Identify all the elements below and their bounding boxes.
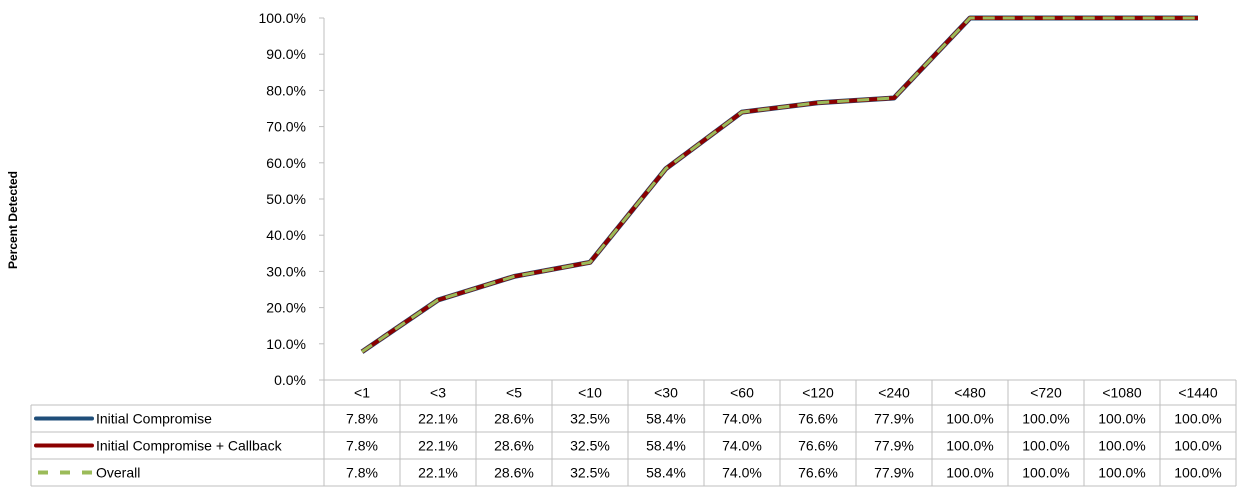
- data-label: 100.0%: [1098, 411, 1145, 427]
- x-tick-label: <30: [654, 385, 678, 401]
- y-tick-label: 0.0%: [274, 372, 306, 388]
- data-label: 22.1%: [418, 465, 458, 481]
- y-tick-label: 50.0%: [266, 191, 306, 207]
- x-tick-label: <10: [578, 385, 602, 401]
- data-label: 100.0%: [1174, 438, 1221, 454]
- data-label: 28.6%: [494, 465, 534, 481]
- data-label: 22.1%: [418, 411, 458, 427]
- y-tick-label: 10.0%: [266, 336, 306, 352]
- legend-label: Initial Compromise: [96, 411, 212, 427]
- x-tick-label: <60: [730, 385, 754, 401]
- data-label: 28.6%: [494, 438, 534, 454]
- data-label: 76.6%: [798, 465, 838, 481]
- legend-label: Overall: [96, 465, 140, 481]
- data-label: 76.6%: [798, 411, 838, 427]
- data-label: 7.8%: [346, 465, 378, 481]
- x-tick-label: <480: [954, 385, 986, 401]
- y-tick-label: 30.0%: [266, 263, 306, 279]
- y-tick-label: 90.0%: [266, 46, 306, 62]
- data-label: 100.0%: [1174, 411, 1221, 427]
- data-label: 32.5%: [570, 465, 610, 481]
- data-label: 58.4%: [646, 438, 686, 454]
- data-label: 100.0%: [946, 438, 993, 454]
- data-label: 77.9%: [874, 465, 914, 481]
- data-label: 100.0%: [946, 411, 993, 427]
- y-tick-label: 60.0%: [266, 155, 306, 171]
- data-label: 32.5%: [570, 438, 610, 454]
- series-line: [361, 16, 1198, 354]
- x-tick-label: <3: [430, 385, 446, 401]
- data-label: 58.4%: [646, 411, 686, 427]
- x-tick-label: <5: [506, 385, 522, 401]
- data-label: 100.0%: [1098, 438, 1145, 454]
- series-line: [360, 16, 1198, 354]
- data-label: 76.6%: [798, 438, 838, 454]
- y-axis-label-text: Percent Detected: [6, 170, 21, 270]
- data-label: 7.8%: [346, 438, 378, 454]
- legend-label: Initial Compromise + Callback: [96, 438, 283, 454]
- data-label: 100.0%: [1022, 438, 1069, 454]
- data-label: 77.9%: [874, 438, 914, 454]
- y-tick-label: 100.0%: [259, 10, 306, 26]
- data-label: 100.0%: [946, 465, 993, 481]
- data-label: 28.6%: [494, 411, 534, 427]
- y-axis-label: Percent Detected: [3, 100, 23, 340]
- data-label: 100.0%: [1098, 465, 1145, 481]
- data-label: 100.0%: [1174, 465, 1221, 481]
- data-label: 100.0%: [1022, 411, 1069, 427]
- data-label: 74.0%: [722, 465, 762, 481]
- x-tick-label: <120: [802, 385, 834, 401]
- data-label: 22.1%: [418, 438, 458, 454]
- data-label: 77.9%: [874, 411, 914, 427]
- series-line: [360, 15, 1198, 354]
- x-tick-label: <720: [1030, 385, 1062, 401]
- data-label: 7.8%: [346, 411, 378, 427]
- y-tick-label: 70.0%: [266, 119, 306, 135]
- data-label: 100.0%: [1022, 465, 1069, 481]
- y-tick-label: 80.0%: [266, 82, 306, 98]
- data-label: 32.5%: [570, 411, 610, 427]
- x-tick-label: <240: [878, 385, 910, 401]
- x-tick-label: <1: [354, 385, 370, 401]
- data-label: 74.0%: [722, 438, 762, 454]
- data-label: 74.0%: [722, 411, 762, 427]
- y-tick-label: 20.0%: [266, 300, 306, 316]
- x-tick-label: <1440: [1178, 385, 1218, 401]
- data-label: 58.4%: [646, 465, 686, 481]
- y-tick-label: 40.0%: [266, 227, 306, 243]
- x-tick-label: <1080: [1102, 385, 1142, 401]
